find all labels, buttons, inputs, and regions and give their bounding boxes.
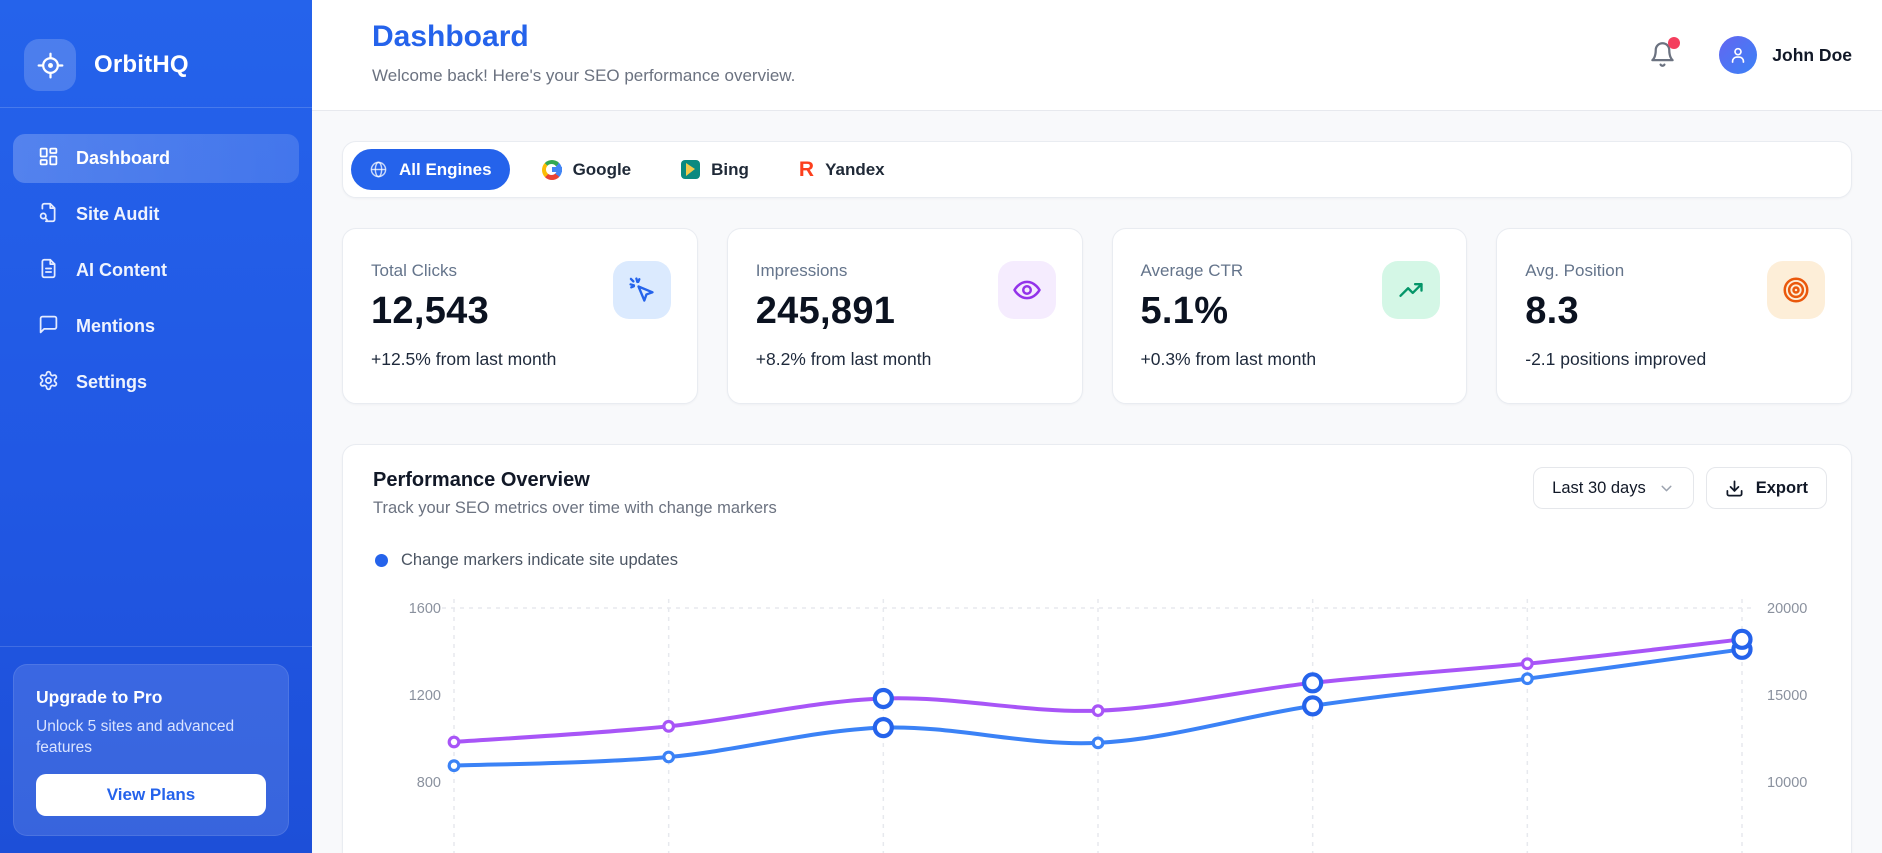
svg-text:1200: 1200 <box>409 688 441 704</box>
export-button[interactable]: Export <box>1705 467 1827 509</box>
download-icon <box>1726 480 1743 496</box>
upgrade-title: Upgrade to Pro <box>36 687 163 707</box>
engine-tab-all-engines[interactable]: All Engines <box>351 149 510 190</box>
layout-grid-icon <box>38 146 59 172</box>
engine-filter-bar: All Engines Google Bing R Yandex <box>342 141 1852 198</box>
sidebar-item-label: AI Content <box>76 260 167 280</box>
sidebar-item-dashboard[interactable]: Dashboard <box>13 134 299 183</box>
sidebar-item-site-audit[interactable]: Site Audit <box>13 190 299 239</box>
stat-value: 12,543 <box>371 290 490 332</box>
date-range-select[interactable]: Last 30 days <box>1533 467 1694 509</box>
engine-tab-label: Yandex <box>825 159 885 179</box>
stat-label: Impressions <box>755 261 848 280</box>
stats-row: Total Clicks 12,543 +12.5% from last mon… <box>342 228 1852 404</box>
brand: OrbitHQ <box>0 0 312 104</box>
eye-icon <box>997 261 1056 319</box>
export-label: Export <box>1755 478 1808 497</box>
sidebar-item-label: Mentions <box>76 316 155 336</box>
sidebar-divider <box>0 107 312 108</box>
stat-label: Average CTR <box>1140 261 1244 280</box>
page-subtitle: Welcome back! Here's your SEO performanc… <box>372 66 796 85</box>
sidebar-item-label: Settings <box>76 372 148 392</box>
sidebar-item-label: Site Audit <box>76 204 160 224</box>
bell-icon <box>1651 42 1675 67</box>
chart-legend: Change markers indicate site updates <box>375 551 678 570</box>
user-menu[interactable]: John Doe <box>1719 36 1852 74</box>
engine-tab-label: Bing <box>711 159 749 179</box>
svg-text:800: 800 <box>417 775 441 791</box>
stat-delta: +0.3% from last month <box>1140 349 1317 369</box>
sidebar-item-mentions[interactable]: Mentions <box>13 302 299 351</box>
mouse-pointer-click-icon <box>612 261 671 319</box>
user-name: John Doe <box>1772 44 1852 65</box>
performance-subtitle: Track your SEO metrics over time with ch… <box>373 499 777 517</box>
page-title: Dashboard <box>372 20 529 53</box>
sidebar: OrbitHQ Dashboard Site Audit <box>0 0 312 853</box>
trending-up-icon <box>1382 261 1441 319</box>
stat-delta: +8.2% from last month <box>755 349 932 369</box>
view-plans-button[interactable]: View Plans <box>36 773 266 816</box>
engine-tab-label: All Engines <box>399 159 492 179</box>
gear-icon <box>38 370 59 396</box>
sidebar-bottom-divider <box>0 646 312 647</box>
stat-card-impressions: Impressions 245,891 +8.2% from last mont… <box>726 228 1083 404</box>
stat-label: Total Clicks <box>371 261 457 280</box>
engine-tab-bing[interactable]: Bing <box>663 149 767 190</box>
header-right: John Doe <box>1649 0 1852 110</box>
notification-dot <box>1668 37 1681 49</box>
sidebar-item-ai-content[interactable]: AI Content <box>13 246 299 295</box>
sidebar-item-label: Dashboard <box>76 148 171 168</box>
crosshair-logo-icon <box>24 39 76 91</box>
sidebar-nav: Dashboard Site Audit AI Content <box>13 134 299 407</box>
svg-text:1600: 1600 <box>409 601 441 617</box>
date-range-label: Last 30 days <box>1552 478 1646 497</box>
svg-text:10000: 10000 <box>1767 775 1807 791</box>
stat-delta: +12.5% from last month <box>371 349 557 369</box>
performance-title: Performance Overview <box>373 469 590 491</box>
line-chart-canvas: 1600 1200 800 20000 15000 10000 <box>409 599 1807 853</box>
stat-label: Avg. Position <box>1525 261 1625 280</box>
upgrade-card: Upgrade to Pro Unlock 5 sites and advanc… <box>13 664 289 836</box>
stat-value: 8.3 <box>1525 290 1579 332</box>
bing-icon <box>681 160 701 179</box>
stat-card-avg-position: Avg. Position 8.3 -2.1 positions improve… <box>1496 228 1852 404</box>
performance-chart[interactable]: 1600 1200 800 20000 15000 10000 <box>343 581 1853 853</box>
stat-delta: -2.1 positions improved <box>1525 349 1707 369</box>
user-icon <box>1732 47 1745 63</box>
legend-dot-icon <box>375 554 388 567</box>
chevron-down-icon <box>1661 485 1672 491</box>
svg-text:15000: 15000 <box>1767 688 1807 704</box>
legend-text: Change markers indicate site updates <box>401 551 678 569</box>
stat-card-average-ctr: Average CTR 5.1% +0.3% from last month <box>1111 228 1468 404</box>
target-icon <box>1767 261 1825 319</box>
engine-tab-google[interactable]: Google <box>524 149 650 190</box>
upgrade-description: Unlock 5 sites and advanced features <box>36 718 235 756</box>
file-search-icon <box>38 202 59 228</box>
globe-icon <box>370 161 387 178</box>
avatar <box>1719 36 1758 74</box>
header: Dashboard Welcome back! Here's your SEO … <box>312 0 1882 111</box>
engine-tab-label: Google <box>572 159 632 179</box>
stat-value: 245,891 <box>755 290 896 332</box>
google-icon <box>541 159 562 180</box>
stat-value: 5.1% <box>1140 290 1229 332</box>
yandex-icon: R <box>798 158 815 181</box>
app-name: OrbitHQ <box>94 51 189 78</box>
file-text-icon <box>38 258 59 284</box>
message-square-icon <box>38 314 59 340</box>
performance-controls: Last 30 days Export <box>1533 467 1827 509</box>
svg-text:20000: 20000 <box>1767 601 1807 617</box>
performance-overview-card: Performance Overview Track your SEO metr… <box>342 444 1852 853</box>
engine-tab-yandex[interactable]: R Yandex <box>781 149 903 190</box>
stat-card-total-clicks: Total Clicks 12,543 +12.5% from last mon… <box>342 228 698 404</box>
notifications-button[interactable] <box>1649 37 1681 69</box>
sidebar-item-settings[interactable]: Settings <box>13 358 299 407</box>
